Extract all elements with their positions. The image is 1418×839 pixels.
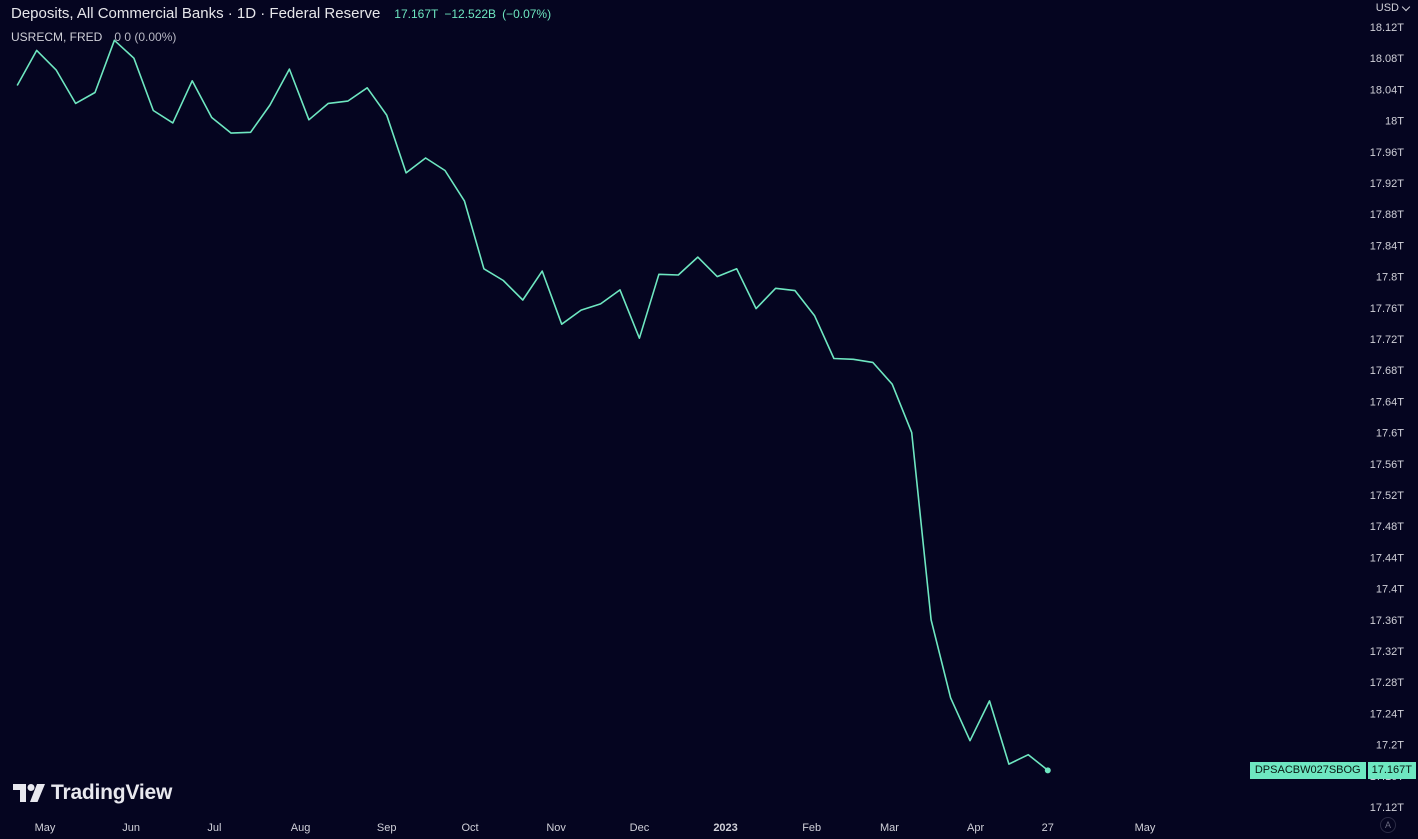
last-point-marker	[1044, 767, 1051, 774]
series-layer	[16, 39, 1051, 774]
y-tick-label: 17.68T	[1370, 365, 1405, 377]
x-tick-label: 2023	[713, 822, 737, 834]
price-tag-value: 17.167T	[1367, 761, 1416, 779]
y-axis[interactable]: 18.12T 18.08T 18.04T 18T 17.96T 17.92T 17.88T 1…	[1370, 22, 1405, 814]
chevron-down-icon	[1401, 2, 1411, 11]
y-tick-label: 17.44T	[1370, 552, 1405, 564]
y-tick-label: 18.12T	[1370, 22, 1405, 34]
y-tick-label: 17.4T	[1376, 584, 1404, 596]
x-tick-label: Mar	[880, 822, 899, 834]
x-tick-label: May	[1135, 822, 1156, 834]
auto-scale-button[interactable]: A	[1380, 817, 1396, 833]
last-price-tag: DPSACBW027SBOG 17.167T	[1249, 761, 1416, 779]
y-tick-label: 17.12T	[1370, 802, 1405, 814]
last-value: 17.167T	[394, 7, 439, 21]
x-tick-label: Jul	[207, 822, 221, 834]
y-tick-label: 17.6T	[1376, 428, 1404, 440]
series-line	[16, 39, 1049, 771]
indicator-values: 0 0 (0.00%)	[114, 30, 177, 44]
y-tick-label: 17.84T	[1370, 240, 1405, 252]
change-percent: (−0.07%)	[502, 7, 552, 21]
x-tick-label: Sep	[377, 822, 397, 834]
y-tick-label: 17.52T	[1370, 490, 1405, 502]
y-tick-label: 17.48T	[1370, 521, 1405, 533]
y-tick-label: 17.64T	[1370, 396, 1405, 408]
tradingview-logo-icon	[13, 784, 45, 802]
x-tick-label: Apr	[967, 822, 984, 834]
y-tick-label: 18T	[1385, 116, 1404, 128]
change-value: −12.522B	[444, 7, 497, 21]
y-tick-label: 17.92T	[1370, 178, 1405, 190]
x-tick-label: Aug	[291, 822, 311, 834]
x-tick-label: 27	[1042, 822, 1054, 834]
y-tick-label: 17.32T	[1370, 646, 1405, 658]
y-tick-label: 17.2T	[1376, 740, 1404, 752]
y-tick-label: 17.8T	[1376, 272, 1404, 284]
price-tag-symbol: DPSACBW027SBOG	[1249, 761, 1366, 779]
y-tick-label: 17.56T	[1370, 459, 1405, 471]
y-tick-label: 17.36T	[1370, 615, 1405, 627]
x-tick-label: Oct	[461, 822, 478, 834]
logo-text: TradingView	[51, 781, 173, 804]
currency-label: USD	[1375, 2, 1399, 14]
tradingview-logo[interactable]: TradingView	[13, 781, 172, 805]
chart-title: Deposits, All Commercial Banks · 1D · Fe…	[11, 5, 381, 22]
currency-selector[interactable]: USD	[1375, 2, 1411, 14]
x-tick-label: Dec	[630, 822, 650, 834]
x-axis[interactable]: May Jun Jul Aug Sep Oct Nov Dec 2023 Feb Mar Apr 27 M…	[35, 822, 1156, 834]
y-tick-label: 18.08T	[1370, 53, 1405, 65]
y-tick-label: 17.96T	[1370, 147, 1405, 159]
y-tick-label: 18.04T	[1370, 84, 1405, 96]
y-tick-label: 17.28T	[1370, 677, 1405, 689]
x-tick-label: Nov	[546, 822, 566, 834]
y-tick-label: 17.72T	[1370, 334, 1405, 346]
x-tick-label: Jun	[122, 822, 140, 834]
y-tick-label: 17.76T	[1370, 303, 1405, 315]
chart-header: Deposits, All Commercial Banks · 1D · Fe…	[11, 5, 551, 22]
x-tick-label: May	[35, 822, 56, 834]
quote: 17.167T −12.522B (−0.07%)	[394, 7, 551, 21]
x-tick-label: Feb	[802, 822, 821, 834]
indicator-legend[interactable]: USRECM, FRED 0 0 (0.00%)	[11, 30, 176, 44]
indicator-name: USRECM, FRED	[11, 30, 103, 44]
y-tick-label: 17.88T	[1370, 209, 1405, 221]
y-tick-label: 17.24T	[1370, 708, 1405, 720]
